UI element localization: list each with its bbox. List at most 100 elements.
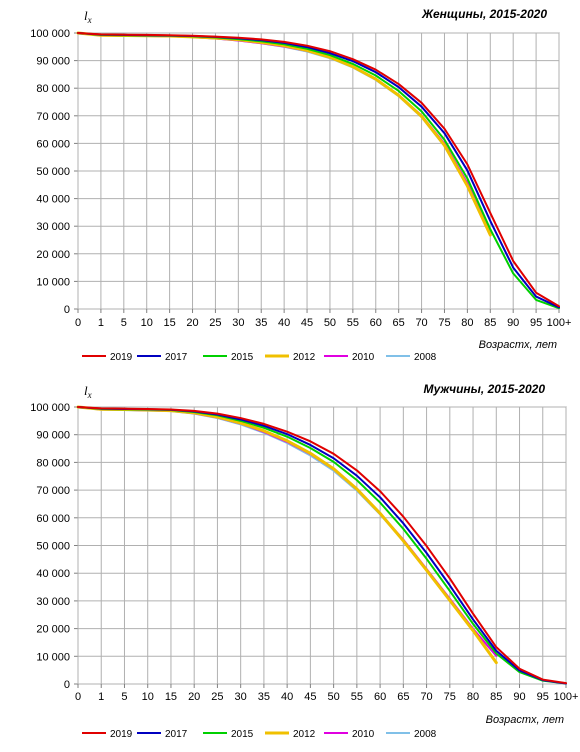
x-tick-label: 70 <box>415 317 427 329</box>
x-tick-label: 80 <box>467 691 479 703</box>
data-point <box>558 305 560 308</box>
data-point <box>466 185 469 187</box>
data-point <box>518 671 521 673</box>
series-2019 <box>77 32 560 308</box>
chart-title: Мужчины, 2015-2020 <box>423 382 545 396</box>
data-point <box>123 33 125 36</box>
x-tick-label: 20 <box>188 691 200 703</box>
data-point <box>374 68 377 71</box>
data-point <box>170 408 172 411</box>
x-tick-label: 55 <box>347 317 359 329</box>
data-point <box>216 412 219 415</box>
legend: 2019 2017 2015 2012 2010 2008 <box>82 729 437 740</box>
y-tick-label: 80 000 <box>36 457 70 469</box>
y-tick-label: 90 000 <box>36 430 70 442</box>
x-tick-label: 15 <box>163 317 175 329</box>
data-point <box>356 469 358 472</box>
data-point <box>329 54 331 56</box>
x-tick-label: 45 <box>304 691 316 703</box>
y-tick-label: 70 000 <box>36 485 70 497</box>
data-point <box>263 425 265 427</box>
x-tick-label: 35 <box>258 691 270 703</box>
data-point <box>329 56 331 59</box>
x-tick-label: 65 <box>393 317 405 329</box>
x-tick-label: 10 <box>141 317 153 329</box>
data-point <box>77 32 79 34</box>
y-axis-label-main: l <box>84 8 88 23</box>
data-point <box>356 479 358 481</box>
x-tick-label: 35 <box>255 317 267 329</box>
data-point <box>379 501 381 504</box>
data-point <box>146 408 149 410</box>
data-point <box>420 105 423 108</box>
data-point <box>495 661 498 664</box>
legend-label: 2019 <box>110 352 133 363</box>
x-tick-label: 30 <box>235 691 247 703</box>
data-point <box>379 512 381 515</box>
data-point <box>191 34 194 37</box>
series-2019 <box>77 406 567 685</box>
x-tick-label: 10 <box>142 691 154 703</box>
data-point <box>443 144 446 147</box>
data-point <box>309 440 312 443</box>
y-tick-label: 20 000 <box>36 624 70 636</box>
data-point <box>472 618 474 621</box>
data-point <box>495 646 498 648</box>
x-tick-label: 20 <box>186 317 198 329</box>
y-axis-label: lx <box>84 383 92 400</box>
x-tick-label: 80 <box>461 317 473 329</box>
x-tick-label: 1 <box>98 317 104 329</box>
data-point <box>420 110 423 113</box>
data-point <box>374 78 377 80</box>
y-tick-label: 70 000 <box>36 111 70 123</box>
data-point <box>286 439 288 442</box>
x-tick-label: 75 <box>444 691 456 703</box>
y-tick-label: 90 000 <box>36 56 70 68</box>
data-point <box>402 515 405 518</box>
legend-label: 2010 <box>352 729 375 740</box>
legend-label: 2008 <box>414 729 437 740</box>
y-tick-label: 50 000 <box>36 166 70 178</box>
x-tick-label: 60 <box>370 317 382 329</box>
data-point <box>402 539 405 542</box>
data-point <box>535 291 537 294</box>
chart-title: Женщины, 2015-2020 <box>421 7 547 21</box>
y-axis-label-main: l <box>84 383 88 398</box>
data-point <box>286 435 288 438</box>
y-tick-label: 10 000 <box>36 276 70 288</box>
data-point <box>329 50 331 53</box>
data-point <box>466 177 469 180</box>
x-tick-label: 75 <box>438 317 450 329</box>
data-point <box>425 552 428 554</box>
x-tick-label: 85 <box>490 691 502 703</box>
data-point <box>216 416 219 418</box>
data-point <box>443 132 446 134</box>
legend-label: 2019 <box>110 729 133 740</box>
data-point <box>306 44 308 47</box>
data-point <box>239 417 242 419</box>
y-tick-label: 30 000 <box>36 596 70 608</box>
legend-label: 2010 <box>352 352 375 363</box>
data-point <box>379 496 381 499</box>
data-point <box>329 52 331 54</box>
chart-panel-1: 0 10 000 20 000 30 000 40 000 50 000 60 000 70 … <box>30 7 571 363</box>
data-point <box>309 444 312 446</box>
data-point <box>425 557 428 560</box>
data-point <box>283 41 285 43</box>
x-tick-label: 25 <box>209 317 221 329</box>
series-line <box>77 32 560 308</box>
data-point <box>402 522 405 525</box>
legend-label: 2015 <box>231 729 254 740</box>
data-point <box>541 678 544 681</box>
data-point <box>489 228 492 231</box>
chart-panel-2: 0 10 000 20 000 30 000 40 000 50 000 60 000 70 … <box>30 382 578 740</box>
data-point <box>168 34 171 37</box>
data-point <box>535 299 537 301</box>
data-point <box>352 63 354 65</box>
data-point <box>263 430 265 432</box>
legend: 2019 2017 2015 2012 2010 2008 <box>82 352 437 363</box>
data-point <box>397 86 400 88</box>
data-point <box>443 127 446 130</box>
y-tick-label: 100 000 <box>30 402 70 414</box>
data-point <box>145 34 148 36</box>
